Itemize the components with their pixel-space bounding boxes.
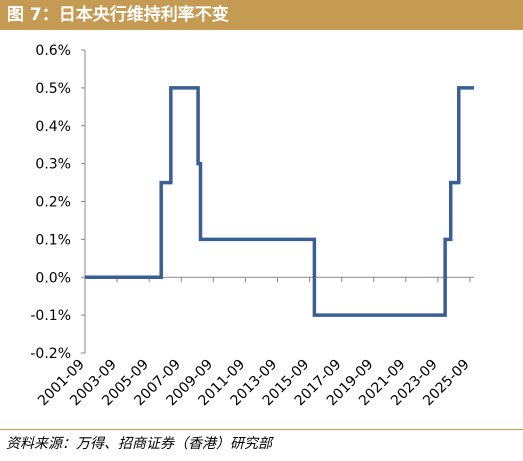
y-tick-label: 0.4% — [35, 119, 71, 135]
y-tick-label: 0.1% — [35, 232, 71, 248]
policy-rate-line — [85, 88, 474, 315]
y-tick-label: 0.2% — [35, 195, 71, 211]
chart-title: 图 7：日本央行维持利率不变 — [7, 3, 229, 27]
y-tick-label: 0.3% — [35, 157, 71, 173]
source-note: 资料来源：万得、招商证券（香港）研究部 — [6, 433, 272, 453]
y-tick-label: 0.5% — [35, 81, 71, 97]
y-tick-label: -0.2% — [30, 346, 71, 362]
y-axis: -0.2% -0.1% 0.0% 0.1% 0.2% 0.3% 0.4% 0.5% 0.6% — [30, 43, 85, 362]
chart: -0.2% -0.1% 0.0% 0.1% 0.2% 0.3% 0.4% 0.5% 0.6% 2… — [0, 30, 523, 429]
y-tick-label: 0.6% — [35, 43, 71, 59]
x-axis: 2001-092003-092005-092007-092009-092011-… — [35, 277, 474, 409]
footer-rule — [0, 429, 523, 430]
series-group — [85, 88, 474, 315]
y-tick-label: 0.0% — [35, 270, 71, 286]
y-tick-label: -0.1% — [30, 308, 71, 324]
